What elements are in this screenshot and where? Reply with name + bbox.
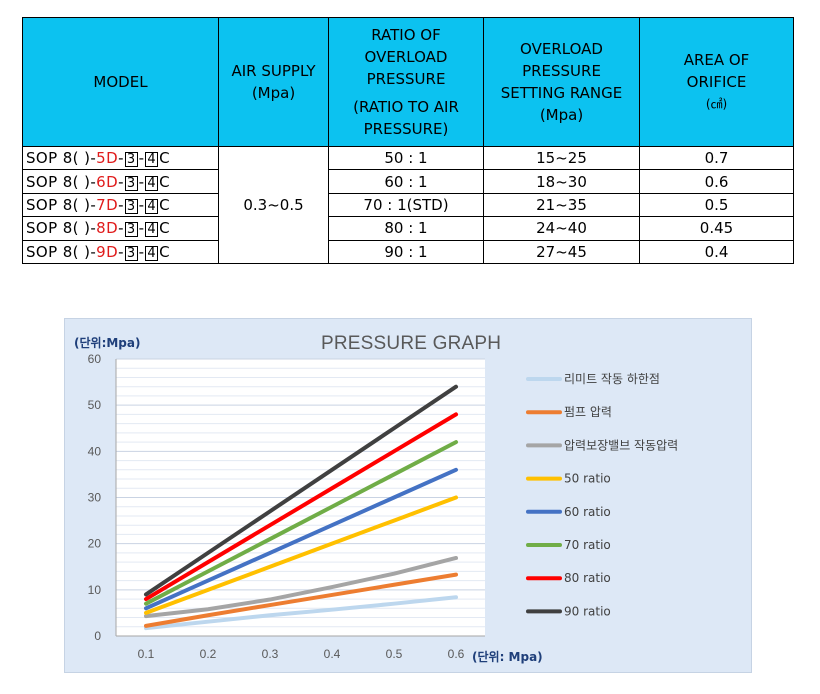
range-cell: 24~40 bbox=[483, 216, 640, 241]
tick-labels: 0 10 20 30 40 50 60 0.1 0.2 0.3 0.4 0.5 0.6 bbox=[88, 352, 465, 661]
header-air-supply: AIR SUPPLY (Mpa) bbox=[218, 17, 329, 147]
x-tick-label: 0.2 bbox=[200, 647, 217, 661]
series-line bbox=[144, 555, 458, 619]
series-line bbox=[144, 572, 458, 628]
legend-label: 80 ratio bbox=[564, 571, 611, 585]
legend-label: 60 ratio bbox=[564, 505, 611, 519]
series-line bbox=[144, 384, 458, 597]
y-tick-label: 10 bbox=[88, 583, 102, 597]
table-row: SOP 8( )-9D- 3-4 C 90 : 1 27~45 0.4 bbox=[22, 239, 794, 265]
orifice-cell: 0.6 bbox=[639, 169, 794, 194]
legend-label: 50 ratio bbox=[564, 472, 611, 486]
orifice-cell: 0.45 bbox=[639, 216, 794, 241]
orifice-cell: 0.4 bbox=[639, 239, 794, 265]
legend-label: 90 ratio bbox=[564, 604, 611, 618]
y-tick-label: 40 bbox=[88, 444, 102, 458]
series-lines bbox=[144, 384, 458, 631]
legend-label: 압력보장밸브 작동압력 bbox=[564, 438, 678, 452]
model-cell: SOP 8( )-7D- 3-4 C bbox=[22, 192, 219, 218]
ratio-cell: 70 : 1(STD) bbox=[328, 192, 484, 218]
header-setting-range: OVERLOAD PRESSURE SETTING RANGE (Mpa) bbox=[483, 17, 640, 147]
air-supply-cell: 0.3~0.5 bbox=[218, 146, 329, 264]
legend-label: 70 ratio bbox=[564, 538, 611, 552]
header-model: MODEL bbox=[22, 17, 219, 147]
ratio-cell: 50 : 1 bbox=[328, 145, 484, 171]
series-line bbox=[144, 467, 458, 611]
orifice-cell: 0.7 bbox=[639, 145, 794, 171]
header-orifice: AREA OF ORIFICE (㎠) bbox=[639, 17, 794, 147]
y-tick-label: 0 bbox=[94, 629, 101, 643]
series-line bbox=[144, 412, 458, 602]
legend-label: 펌프 압력 bbox=[564, 405, 612, 419]
series-line bbox=[144, 595, 458, 631]
model-cell: SOP 8( )-6D- 3-4 C bbox=[22, 169, 219, 194]
model-cell: SOP 8( )-5D- 3-4 C bbox=[22, 145, 219, 171]
series-line bbox=[144, 440, 458, 606]
chart-svg: PRESSURE GRAPH (단위:Mpa) (단위: Mpa) 0 10 20 3… bbox=[74, 333, 678, 664]
table-header-row: MODEL AIR SUPPLY (Mpa) RATIO OF OVERLOAD… bbox=[22, 17, 794, 147]
y-tick-label: 30 bbox=[88, 491, 102, 505]
table-row: SOP 8( )-6D- 3-4 C 60 : 1 18~30 0.6 bbox=[22, 169, 794, 194]
model-cell: SOP 8( )-9D- 3-4 C bbox=[22, 239, 219, 265]
table-row: SOP 8( )-7D- 3-4 C 70 : 1(STD) 21~35 0.5 bbox=[22, 192, 794, 218]
range-cell: 18~30 bbox=[483, 169, 640, 194]
x-tick-label: 0.6 bbox=[448, 647, 465, 661]
y-tick-label: 60 bbox=[88, 352, 102, 366]
range-cell: 21~35 bbox=[483, 192, 640, 218]
x-tick-label: 0.1 bbox=[138, 647, 155, 661]
chart-title: PRESSURE GRAPH bbox=[321, 333, 501, 354]
range-cell: 15~25 bbox=[483, 145, 640, 171]
series-line bbox=[144, 495, 458, 615]
x-tick-label: 0.5 bbox=[386, 647, 403, 661]
x-axis-unit-label: (단위: Mpa) bbox=[472, 649, 543, 664]
range-cell: 27~45 bbox=[483, 239, 640, 265]
ratio-cell: 90 : 1 bbox=[328, 239, 484, 265]
y-tick-label: 20 bbox=[88, 537, 102, 551]
x-tick-label: 0.3 bbox=[262, 647, 279, 661]
x-tick-label: 0.4 bbox=[324, 647, 341, 661]
orifice-cell: 0.5 bbox=[639, 192, 794, 218]
ratio-cell: 60 : 1 bbox=[328, 169, 484, 194]
y-tick-label: 50 bbox=[88, 398, 102, 412]
table-row: SOP 8( )-5D- 3-4 C 0.3~0.5 50 : 1 15~25 0.… bbox=[22, 145, 794, 264]
legend-label: 리미트 작동 하한점 bbox=[564, 372, 660, 386]
ratio-cell: 80 : 1 bbox=[328, 216, 484, 241]
table-row: SOP 8( )-8D- 3-4 C 80 : 1 24~40 0.45 bbox=[22, 216, 794, 241]
header-ratio: RATIO OF OVERLOAD PRESSURE (RATIO TO AIR… bbox=[328, 17, 484, 147]
y-axis-unit-label: (단위:Mpa) bbox=[74, 335, 140, 350]
spec-table: MODEL AIR SUPPLY (Mpa) RATIO OF OVERLOAD… bbox=[22, 17, 794, 265]
pressure-chart: PRESSURE GRAPH (단위:Mpa) (단위: Mpa) 0 10 20 3… bbox=[64, 318, 752, 673]
model-cell: SOP 8( )-8D- 3-4 C bbox=[22, 216, 219, 241]
